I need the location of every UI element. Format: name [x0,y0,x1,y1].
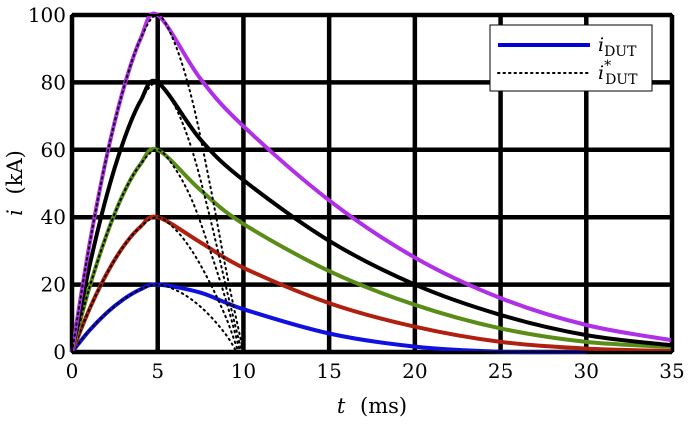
y-axis-label: i (kA) [3,150,27,216]
ticks: 0 5 10 15 20 25 30 35 0 20 40 60 80 100 [28,3,685,383]
x-tick-label: 0 [66,359,79,383]
x-tick-label: 10 [231,359,256,383]
y-tick-label: 60 [41,138,66,162]
x-tick-label: 20 [402,359,427,383]
reference-curve-80ka [71,81,243,353]
reference-curve-20ka [71,283,238,353]
y-tick-label: 80 [41,70,66,94]
legend-subscript: DUT [604,44,637,60]
y-axis-variable: i [3,209,27,216]
y-axis-unit: (kA) [3,150,27,194]
legend-label-i-dut: iDUT [598,34,637,60]
legend-label-i-dut-star: i* DUT [598,58,638,88]
x-axis-label: t (ms) [337,394,407,418]
x-tick-label: 35 [659,359,684,383]
reference-curve-60ka [71,148,241,353]
series-line-100ka [70,11,673,353]
y-tick-label: 20 [41,273,66,297]
legend-symbol: i [598,62,604,84]
y-tick-label: 0 [53,340,66,364]
reference-curve-40ka [71,216,240,353]
x-axis-variable: t [337,394,346,418]
x-tick-label: 30 [574,359,599,383]
x-tick-label: 15 [316,359,341,383]
series-line-60ka [70,146,673,353]
series-lines [70,11,673,355]
plot-frame [70,13,674,354]
legend-subscript: DUT [605,72,638,88]
legend: iDUT i* DUT [489,24,653,92]
x-tick-label: 5 [151,359,164,383]
y-tick-label: 40 [41,205,66,229]
x-axis-unit: (ms) [360,394,407,418]
x-tick-label: 25 [488,359,513,383]
legend-symbol: i [598,34,604,56]
y-tick-label: 100 [28,3,66,27]
legend-superscript: * [604,58,611,74]
legend-box [489,24,653,92]
